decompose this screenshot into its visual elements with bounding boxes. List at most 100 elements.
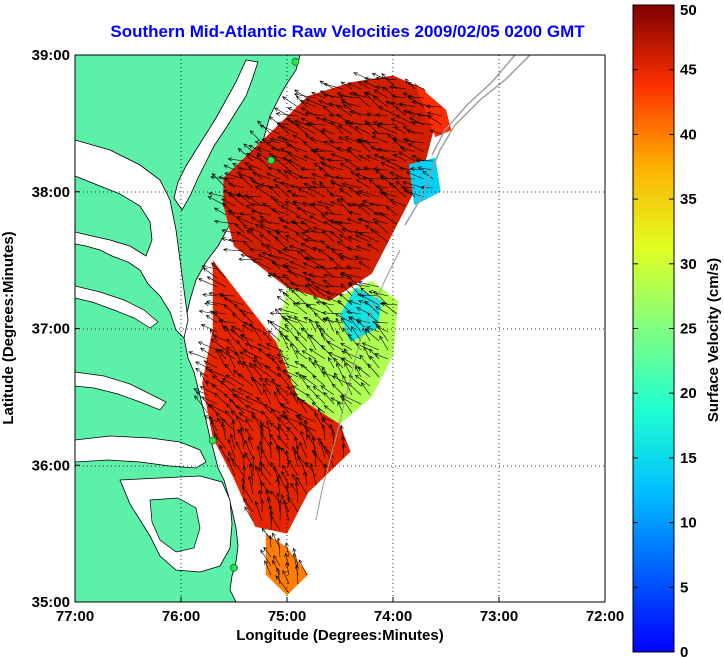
current-vector (329, 201, 344, 207)
current-vector (360, 287, 371, 297)
current-vector (416, 112, 434, 117)
velocity-region-offshore-northeast (414, 82, 452, 138)
current-vector (195, 391, 209, 405)
current-vector (270, 146, 290, 153)
current-vector (245, 396, 263, 405)
current-vector (215, 348, 227, 369)
current-vector (243, 143, 254, 153)
current-vector (391, 94, 407, 99)
longitude-tick-label: 73:00 (480, 608, 518, 625)
current-vector (214, 392, 227, 405)
current-vector (204, 301, 218, 306)
current-vector (308, 203, 326, 216)
current-vector (227, 210, 245, 225)
current-vector (299, 441, 308, 459)
current-vector (287, 189, 299, 198)
current-vector (206, 276, 227, 288)
current-vector (282, 464, 290, 477)
current-vector (249, 130, 263, 144)
current-vector (271, 377, 281, 396)
current-vector (212, 334, 227, 342)
current-vector (324, 290, 344, 297)
current-vector (326, 296, 344, 306)
current-vector (260, 549, 272, 567)
current-vector (205, 300, 227, 306)
current-vector (373, 89, 389, 99)
current-vector (230, 325, 245, 333)
current-vector (348, 300, 362, 306)
current-vector (339, 255, 362, 261)
current-vector (282, 369, 299, 378)
current-vector (364, 328, 380, 342)
current-vector (314, 147, 335, 153)
current-vector (311, 185, 335, 190)
current-vector (317, 200, 335, 207)
current-vector (205, 314, 218, 324)
current-vector (257, 343, 272, 351)
current-vector (244, 439, 254, 459)
current-vector (295, 123, 317, 135)
current-vector (285, 561, 290, 576)
current-vector (267, 273, 290, 279)
chesapeake-bay (75, 139, 189, 339)
current-vector (233, 394, 254, 405)
current-vector (321, 416, 335, 423)
current-vector (315, 265, 335, 270)
current-vector (304, 283, 317, 297)
current-vector (299, 100, 317, 108)
current-vector (354, 255, 371, 261)
current-vector (336, 362, 344, 378)
chesapeake-upper (173, 59, 259, 211)
current-vector (310, 202, 326, 207)
current-vector (195, 367, 209, 378)
current-vector (315, 394, 326, 405)
current-vector (375, 76, 398, 81)
current-vector (277, 307, 299, 315)
current-vector (403, 188, 416, 198)
current-vector (294, 287, 308, 297)
current-vector (330, 181, 353, 189)
current-vector (302, 271, 317, 279)
current-vector (282, 225, 299, 234)
current-vector (303, 155, 317, 162)
current-vector (259, 124, 281, 135)
current-vector (415, 158, 434, 163)
current-vector (378, 212, 398, 225)
current-vector (251, 455, 256, 477)
current-vector (265, 489, 272, 504)
current-vector (304, 278, 326, 288)
current-vector (341, 182, 362, 189)
current-vector (323, 405, 335, 414)
current-vector (334, 175, 353, 180)
current-vector (201, 396, 218, 405)
current-vector (268, 153, 290, 162)
current-vector (263, 388, 272, 405)
current-vector (300, 167, 317, 172)
current-vector (299, 374, 308, 387)
current-vector (247, 475, 254, 495)
current-vector (295, 335, 308, 351)
current-vector (292, 547, 299, 567)
current-vector (290, 482, 299, 495)
current-vector (277, 169, 290, 180)
current-vector (213, 432, 227, 450)
colorbar-tick-label: 40 (680, 126, 697, 143)
current-vector (287, 386, 299, 396)
current-vector (243, 497, 254, 513)
current-vector (390, 118, 407, 126)
current-vector (250, 216, 263, 225)
current-vector (227, 438, 236, 459)
current-vector (305, 427, 317, 441)
current-vector (261, 410, 272, 423)
current-vector (237, 166, 254, 171)
current-vector (244, 506, 254, 522)
current-vector (317, 249, 335, 261)
colorbar-tick-label: 15 (680, 450, 697, 467)
current-vector (346, 310, 362, 315)
current-vector (245, 153, 263, 162)
current-vector (373, 290, 389, 306)
current-vector (277, 250, 299, 261)
current-vector (228, 193, 245, 207)
current-vector (197, 341, 218, 351)
colorbar-tick-label: 5 (680, 579, 688, 596)
